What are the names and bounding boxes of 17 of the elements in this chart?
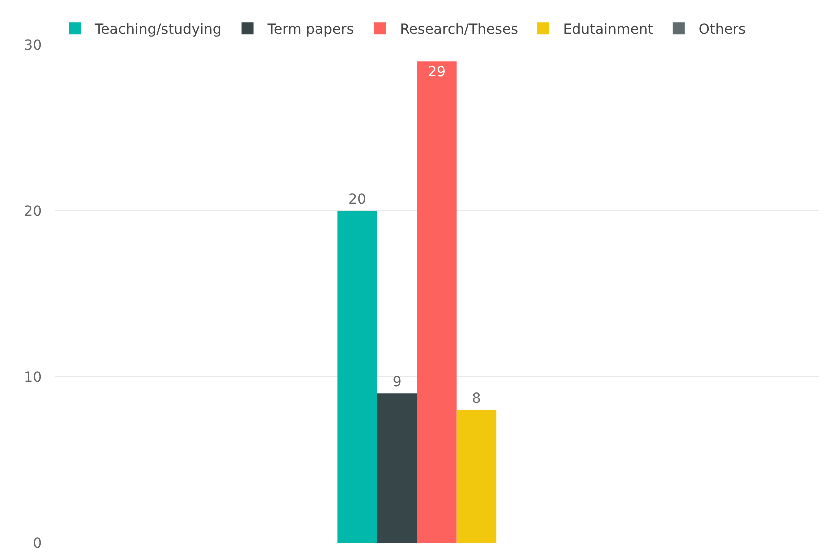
y-tick-label: 30 (24, 38, 42, 54)
bar (456, 410, 497, 543)
legend-label: Edutainment (563, 22, 654, 38)
data-label: 20 (348, 192, 366, 208)
legend-label: Others (698, 22, 746, 38)
legend-label: Research/Theses (400, 22, 518, 38)
bar (338, 211, 378, 543)
y-tick-label: 20 (24, 204, 42, 220)
bar (417, 62, 457, 543)
data-label: 29 (428, 64, 446, 81)
legend-label: Term papers (266, 22, 354, 38)
bar (377, 394, 418, 543)
data-label: 9 (392, 374, 402, 391)
y-tick-label: 0 (33, 536, 42, 552)
data-label: 8 (472, 391, 482, 408)
y-tick-label: 10 (24, 370, 42, 386)
legend-label: Teaching/studying (94, 22, 222, 38)
